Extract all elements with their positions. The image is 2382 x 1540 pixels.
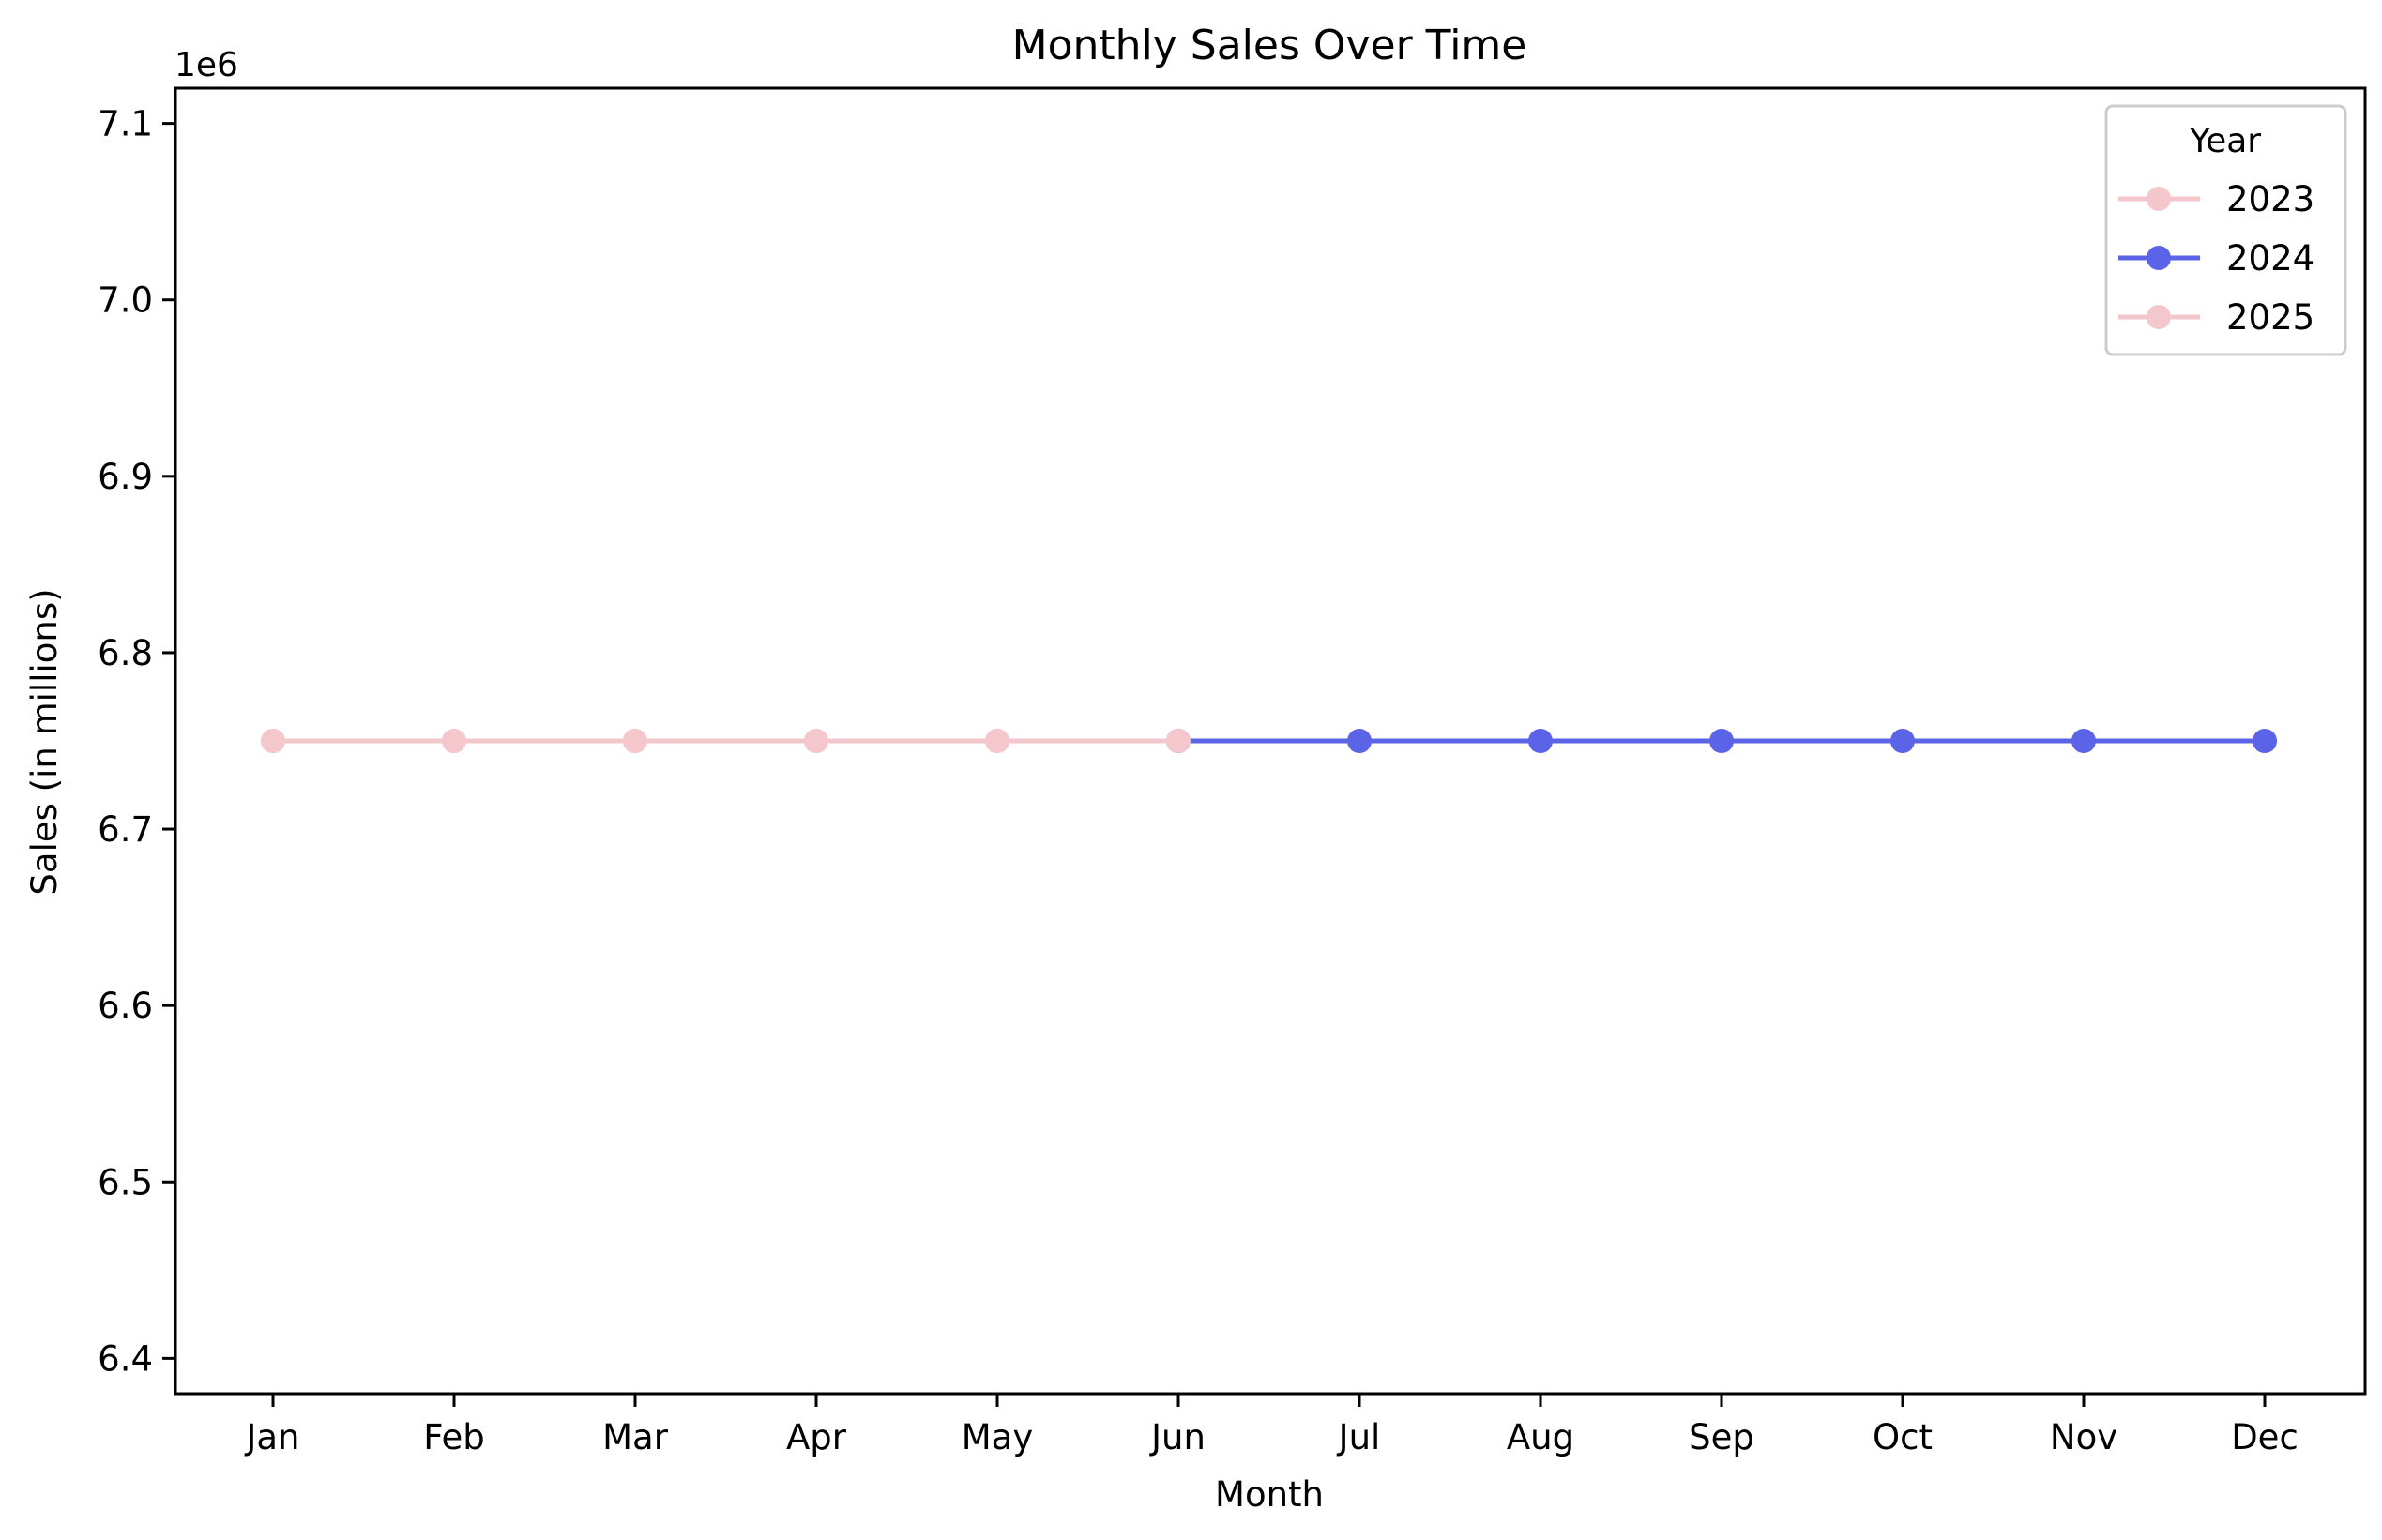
y-tick-label: 6.7 — [98, 809, 153, 850]
x-tick-label: Sep — [1689, 1417, 1754, 1457]
y-tick-label: 6.5 — [98, 1162, 153, 1202]
legend-title: Year — [2189, 122, 2261, 160]
legend-box — [2104, 104, 2347, 356]
legend-swatch-marker — [2147, 246, 2171, 270]
legend-entries: 2023 2024 2025 — [2118, 179, 2314, 338]
data-point-2025-Feb — [442, 729, 466, 753]
data-point-2024-Aug — [1528, 729, 1553, 753]
legend-swatch-marker — [2147, 305, 2171, 329]
data-point-2025-Mar — [623, 729, 647, 753]
data-point-2025-May — [985, 729, 1009, 753]
data-point-2025-Jan — [261, 729, 285, 753]
x-tick-label: Aug — [1507, 1417, 1574, 1457]
y-tick-label: 7.0 — [98, 280, 153, 321]
data-point-2024-Jul — [1347, 729, 1372, 753]
legend: Year 2023 2024 2025 — [2104, 104, 2347, 356]
legend-entry-2023: 2023 — [2118, 179, 2314, 219]
x-tick-label: Nov — [2050, 1417, 2117, 1457]
x-tick-label: Mar — [602, 1417, 669, 1457]
y-tick-label: 6.6 — [98, 986, 153, 1026]
legend-label: 2025 — [2226, 297, 2314, 338]
chart-title: Monthly Sales Over Time — [1012, 22, 1527, 69]
x-tick-label: Oct — [1873, 1417, 1933, 1457]
x-tick-label: Feb — [423, 1417, 485, 1457]
legend-entry-2025: 2025 — [2118, 297, 2314, 338]
y-axis-label: Sales (in millions) — [24, 588, 65, 895]
data-point-2024-Oct — [1890, 729, 1915, 753]
legend-label: 2024 — [2226, 238, 2314, 279]
y-axis-offset-label: 1e6 — [174, 46, 238, 84]
y-tick-label: 7.1 — [98, 104, 153, 144]
x-tick-label: Jan — [244, 1417, 299, 1457]
series-layer — [261, 729, 2277, 753]
plot-frame — [174, 86, 2367, 1396]
x-tick-label: Jul — [1337, 1417, 1381, 1457]
data-point-2024-Nov — [2071, 729, 2096, 753]
y-tick-label: 6.9 — [98, 457, 153, 497]
x-tick-label: May — [962, 1417, 1034, 1457]
legend-swatch-marker — [2147, 187, 2171, 211]
legend-entry-2024: 2024 — [2118, 238, 2314, 279]
axes-layer: Jan Feb Mar Apr May Jun Jul Aug Sep Oct Nov Dec 6.4 6… — [98, 86, 2367, 1457]
x-axis-label: Month — [1215, 1474, 1324, 1515]
series-2025 — [261, 729, 1191, 753]
x-tick-label: Jun — [1149, 1417, 1206, 1457]
x-tick-label: Apr — [786, 1417, 847, 1457]
data-point-2024-Dec — [2253, 729, 2277, 753]
y-tick-label: 6.4 — [98, 1338, 153, 1379]
legend-label: 2023 — [2226, 179, 2314, 219]
data-point-2025-Apr — [804, 729, 828, 753]
data-point-2025-Jun — [1166, 729, 1191, 753]
y-tick-label: 6.8 — [98, 633, 153, 673]
data-point-2024-Sep — [1709, 729, 1734, 753]
x-tick-label: Dec — [2231, 1417, 2299, 1457]
